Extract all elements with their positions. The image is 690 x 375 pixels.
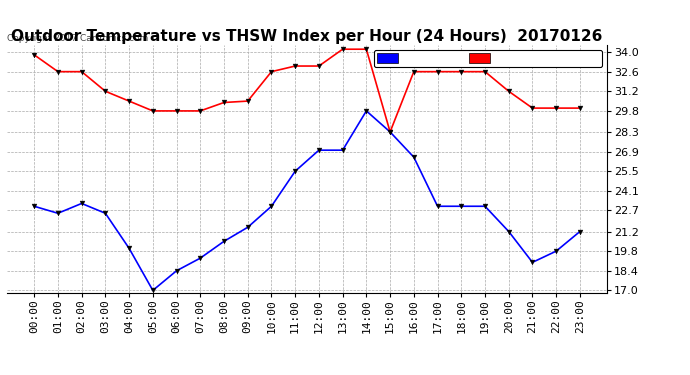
Legend: THSW  (°F), Temperature  (°F): THSW (°F), Temperature (°F) xyxy=(374,50,602,67)
Text: Copyright 2017 Cartronics.com: Copyright 2017 Cartronics.com xyxy=(7,33,148,42)
Title: Outdoor Temperature vs THSW Index per Hour (24 Hours)  20170126: Outdoor Temperature vs THSW Index per Ho… xyxy=(11,29,603,44)
